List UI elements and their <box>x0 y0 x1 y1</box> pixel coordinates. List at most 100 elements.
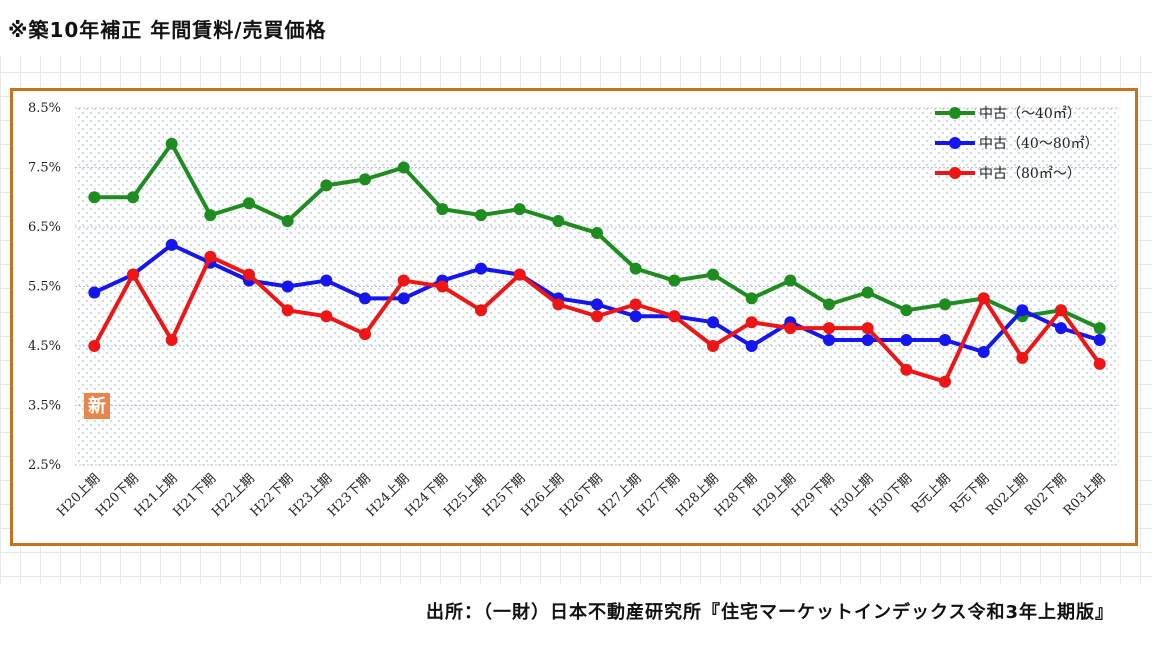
data-point <box>165 334 178 347</box>
data-point <box>204 250 217 263</box>
y-axis: 2.5% 3.5% 4.5% 5.5% 6.5% 7.5% 8.5% <box>28 101 61 473</box>
data-point <box>359 328 371 341</box>
new-badge: 新 <box>84 393 110 419</box>
data-point <box>823 298 835 311</box>
data-point <box>243 197 255 210</box>
chart-heading: ※築10年補正 年間賃料/売買価格 <box>8 18 327 42</box>
data-point <box>513 268 526 281</box>
legend-label: 中古（～40㎡） <box>979 106 1081 122</box>
data-point <box>1093 322 1106 335</box>
source-note: 出所：（一財）日本不動産研究所『住宅マーケットインデックス令和3年上期版』 <box>426 602 1114 623</box>
data-point <box>1016 351 1029 364</box>
data-point <box>127 191 139 204</box>
source-band <box>0 584 1152 648</box>
data-point <box>436 280 449 293</box>
legend-entry: 中古（40～80㎡） <box>935 136 1099 152</box>
data-point <box>1055 322 1067 335</box>
data-point <box>281 215 294 228</box>
data-point <box>900 304 913 317</box>
data-point <box>513 203 526 216</box>
y-tick-label: 5.5% <box>28 280 61 295</box>
data-point <box>861 322 874 335</box>
data-point <box>320 310 333 323</box>
data-point <box>552 298 565 311</box>
y-tick-label: 3.5% <box>28 399 61 414</box>
new-badge-text: 新 <box>88 395 106 417</box>
data-point <box>1055 304 1067 317</box>
title-band <box>0 0 1152 56</box>
line-chart: 2.5% 3.5% 4.5% 5.5% 6.5% 7.5% 8.5% H20上期H20下期H… <box>28 101 1119 520</box>
data-point <box>668 274 681 287</box>
data-point <box>320 179 333 192</box>
legend-marker <box>949 167 961 179</box>
data-point <box>745 340 758 352</box>
data-point <box>475 304 487 317</box>
data-point <box>668 310 681 323</box>
data-point <box>1093 357 1106 370</box>
data-point <box>823 334 835 347</box>
x-tick-label: H30下期 <box>866 471 915 520</box>
data-point <box>281 304 294 317</box>
data-point <box>127 268 139 281</box>
data-point <box>745 292 758 305</box>
data-point <box>1093 334 1106 347</box>
data-point <box>977 292 990 305</box>
data-point <box>939 298 951 311</box>
data-point <box>591 310 603 323</box>
data-point <box>281 280 294 293</box>
data-point <box>707 316 719 329</box>
legend-entry: 中古（～40㎡） <box>935 106 1081 122</box>
data-point <box>204 209 217 222</box>
y-tick-label: 7.5% <box>28 161 61 176</box>
data-point <box>939 375 951 388</box>
data-point <box>243 268 255 281</box>
x-tick-label: R03上期 <box>1061 471 1109 519</box>
data-point <box>165 238 178 251</box>
legend-label: 中古（40～80㎡） <box>979 136 1099 152</box>
data-point <box>629 298 642 311</box>
data-point <box>629 262 642 275</box>
data-point <box>591 226 603 239</box>
x-axis: H20上期H20下期H21上期H21下期H22上期H22下期H23上期H23下期… <box>54 471 1108 520</box>
data-point <box>745 316 758 329</box>
y-tick-label: 4.5% <box>28 339 61 354</box>
data-point <box>475 209 487 222</box>
legend-label: 中古（80㎡～） <box>979 166 1081 182</box>
data-point <box>629 310 642 323</box>
data-point <box>88 340 101 352</box>
data-point <box>165 137 178 150</box>
data-point <box>397 292 410 305</box>
x-tick-label: R02上期 <box>984 471 1032 519</box>
data-point <box>861 334 874 347</box>
data-point <box>320 274 333 287</box>
data-point <box>591 298 603 311</box>
data-point <box>1016 304 1029 317</box>
data-point <box>861 286 874 299</box>
data-point <box>784 274 797 287</box>
y-tick-label: 2.5% <box>28 458 61 473</box>
data-point <box>939 334 951 347</box>
y-tick-label: 6.5% <box>28 220 61 235</box>
data-point <box>977 345 990 358</box>
data-point <box>397 274 410 287</box>
data-point <box>900 334 913 347</box>
data-point <box>552 215 565 228</box>
data-point <box>707 340 719 352</box>
data-point <box>397 161 410 174</box>
data-point <box>436 203 449 216</box>
x-tick-label: R元上期 <box>909 471 954 516</box>
data-point <box>784 322 797 335</box>
x-tick-label: R02下期 <box>1022 471 1070 519</box>
data-point <box>359 173 371 186</box>
y-tick-label: 8.5% <box>28 101 61 116</box>
data-point <box>475 262 487 275</box>
data-point <box>88 286 101 299</box>
data-point <box>707 268 719 281</box>
legend-marker <box>949 107 961 119</box>
chart-frame: 2.5% 3.5% 4.5% 5.5% 6.5% 7.5% 8.5% H20上期 H20下期 H… <box>10 88 1138 546</box>
legend: 中古（～40㎡） 中古（40～80㎡） 中古（80㎡～） <box>935 106 1099 182</box>
series-lines <box>88 137 1106 388</box>
data-point <box>88 191 101 204</box>
data-point <box>359 292 371 305</box>
legend-entry: 中古（80㎡～） <box>935 166 1081 182</box>
